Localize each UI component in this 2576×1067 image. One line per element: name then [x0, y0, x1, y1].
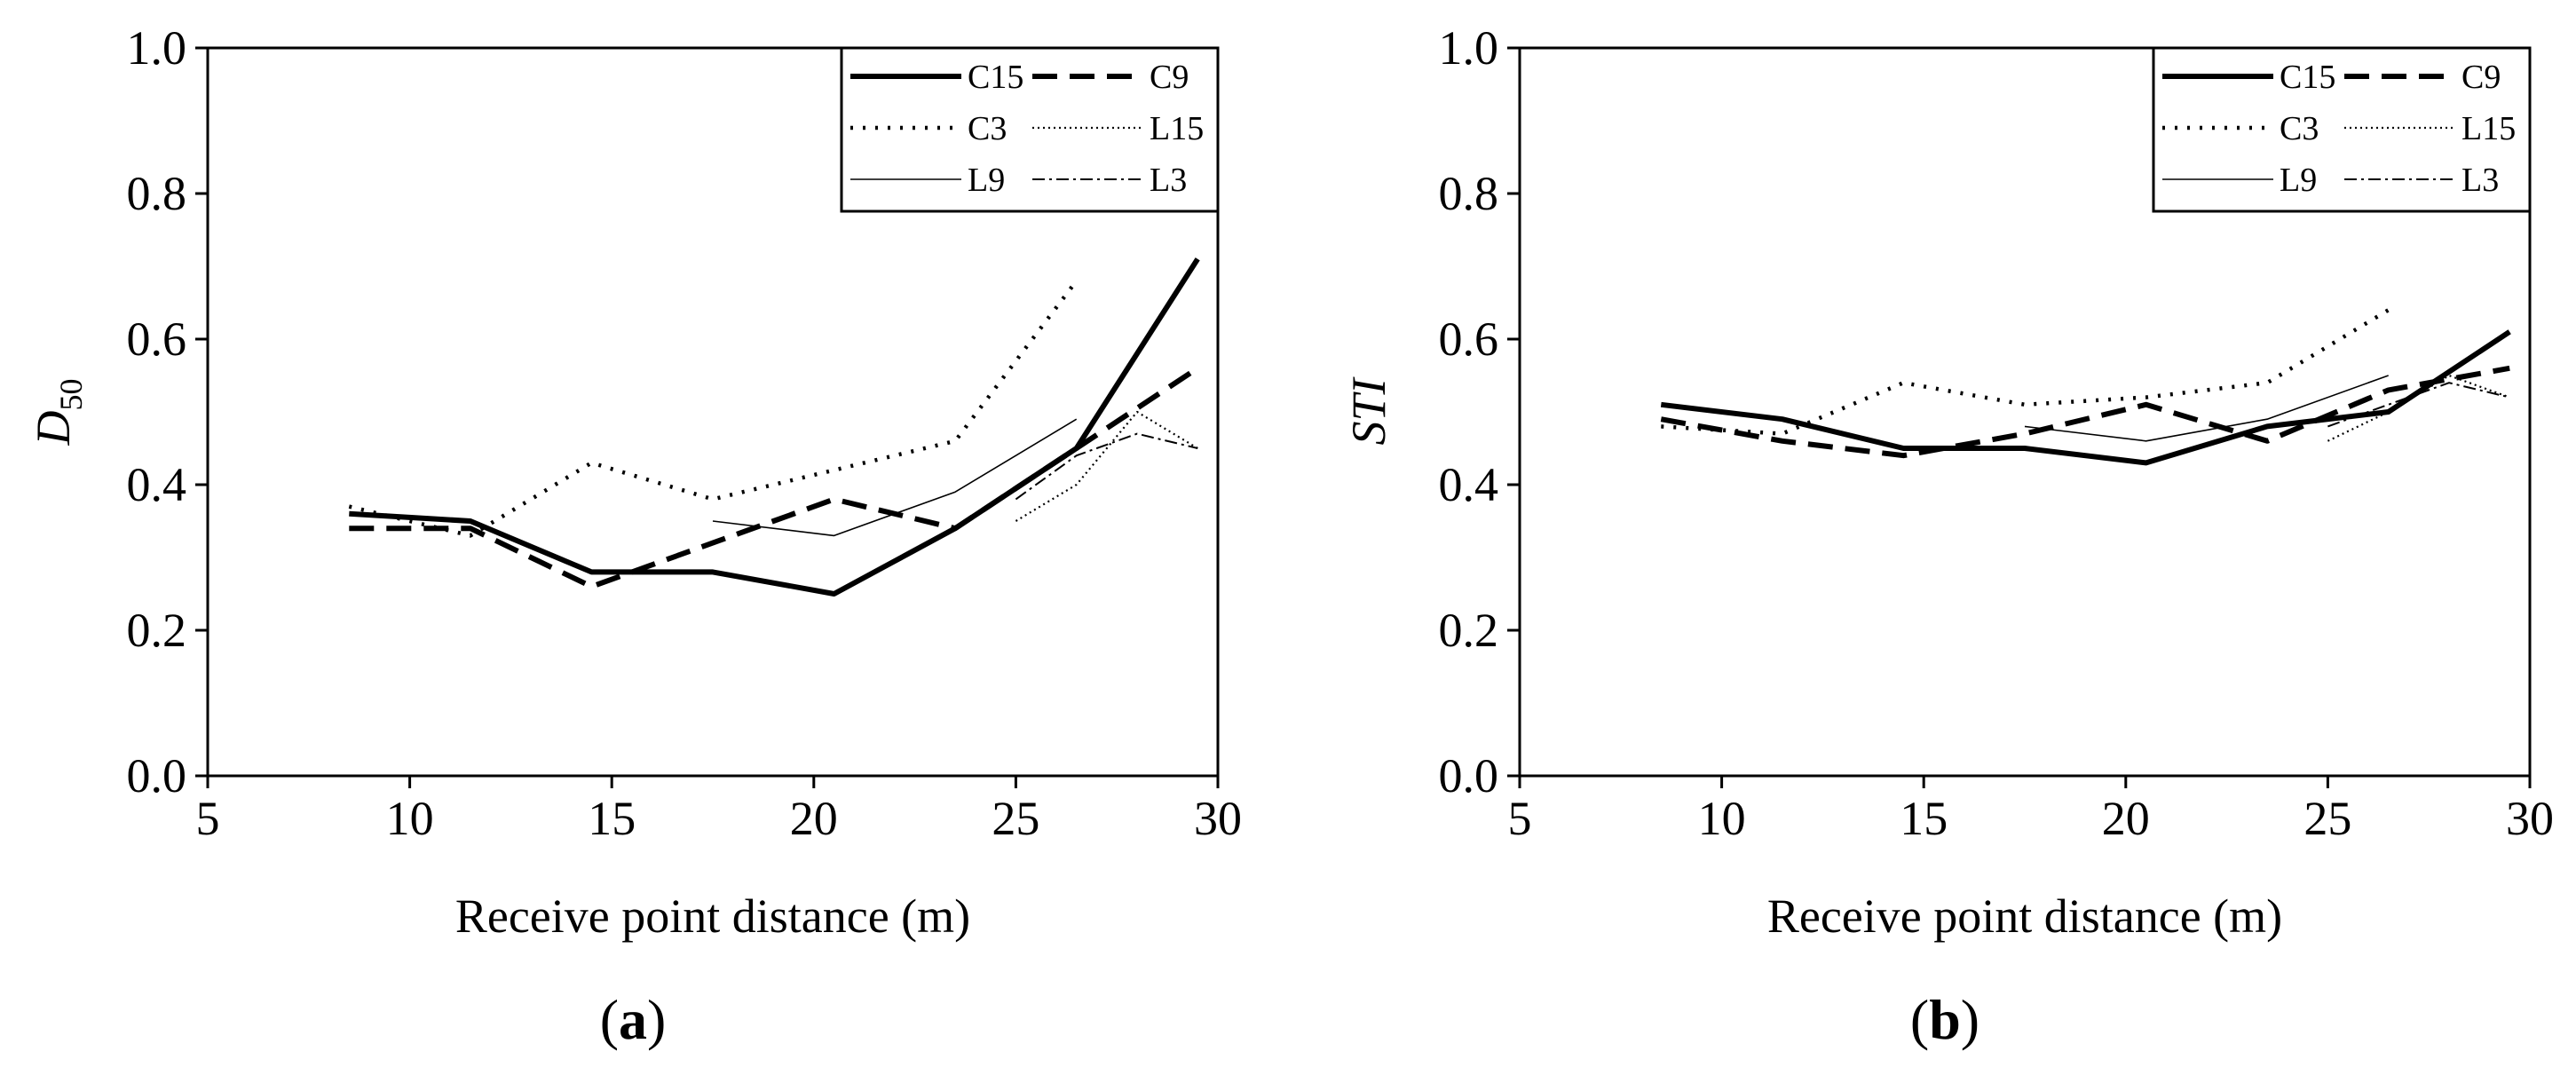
legend-label-l9: L9 — [968, 162, 1005, 199]
series-line-c3 — [348, 280, 1079, 538]
y-tick-label: 1.0 — [127, 21, 187, 75]
series-line-c15 — [349, 257, 1200, 597]
panel-label-b-letter: b — [1929, 988, 1961, 1051]
legend-label-c9: C9 — [2461, 59, 2501, 96]
legend-label-l3: L3 — [2461, 162, 2499, 199]
y-tick-label: 0.4 — [1439, 458, 1499, 511]
series-line-l3 — [2327, 382, 2510, 428]
x-axis-title-b: Receive point distance (m) — [1767, 889, 2282, 943]
y-tick-label: 0.6 — [127, 312, 187, 366]
y-axis-title-a: D50 — [27, 379, 89, 447]
y-axis-title-a-sub: 50 — [53, 379, 89, 411]
x-axis-title-a: Receive point distance (m) — [455, 889, 970, 943]
y-tick-label: 0.2 — [127, 604, 187, 657]
y-tick-label: 0.2 — [1439, 604, 1499, 657]
chart-panel-b: 5 10 15 20 25 30 0.0 0.2 0.4 0.6 0.8 1.0 C15 C9 C3 L15… — [1342, 21, 2554, 1051]
x-tick-label: 15 — [588, 792, 636, 845]
panel-label-a-open: ( — [600, 988, 619, 1051]
x-tick-label: 30 — [2506, 792, 2554, 845]
x-tick-label: 5 — [1508, 792, 1532, 845]
series-line-l15 — [2327, 374, 2510, 442]
legend-label-l15: L15 — [2461, 110, 2516, 147]
y-tick-label: 0.8 — [127, 167, 187, 220]
x-tick-label: 10 — [1698, 792, 1746, 845]
y-tick-label: 0.6 — [1439, 312, 1499, 366]
y-axis-title-a-base: D — [27, 411, 80, 447]
legend-label-c3: C3 — [968, 110, 1007, 147]
legend-b: C15 C9 C3 L15 L9 L3 — [2152, 46, 2532, 213]
panel-label-a-close: ) — [647, 988, 666, 1051]
series-line-l9 — [712, 418, 1078, 537]
series-line-c15 — [1660, 329, 2511, 466]
legend-label-c15: C15 — [2280, 59, 2335, 96]
x-tick-label: 25 — [2303, 792, 2351, 845]
y-tick-label: 0.0 — [127, 749, 187, 802]
axis-ticks-a: 5 10 15 20 25 30 0.0 0.2 0.4 0.6 0.8 1.0 — [127, 21, 1243, 845]
series-line-c9 — [349, 366, 1199, 589]
x-tick-label: 5 — [196, 792, 220, 845]
legend-label-l3: L3 — [1150, 162, 1187, 199]
y-tick-label: 0.0 — [1439, 749, 1499, 802]
series-group-b — [1660, 308, 2511, 466]
x-tick-label: 30 — [1194, 792, 1242, 845]
panel-label-b-close: ) — [1961, 988, 1979, 1051]
panel-label-a: (a) — [600, 988, 667, 1051]
plot-frame-a — [206, 46, 1220, 778]
panel-label-b-open: ( — [1910, 988, 1929, 1051]
x-tick-label: 25 — [992, 792, 1039, 845]
legend-label-l15: L15 — [1150, 110, 1204, 147]
legend-label-c9: C9 — [1150, 59, 1189, 96]
panel-label-b: (b) — [1910, 988, 1979, 1051]
legend-a: C15 C9 C3 L15 L9 L3 — [840, 46, 1220, 213]
y-axis-title-b: STI — [1342, 375, 1395, 445]
legend-label-l9: L9 — [2280, 162, 2317, 199]
y-tick-label: 0.4 — [127, 458, 187, 511]
x-tick-label: 10 — [386, 792, 434, 845]
series-line-c9 — [1660, 365, 2510, 459]
series-line-l9 — [2024, 375, 2389, 442]
panel-label-a-letter: a — [619, 988, 647, 1051]
x-tick-label: 20 — [2102, 792, 2150, 845]
legend-label-c15: C15 — [968, 59, 1023, 96]
y-tick-label: 1.0 — [1439, 21, 1499, 75]
legend-label-c3: C3 — [2280, 110, 2319, 147]
series-line-l3 — [1015, 432, 1198, 501]
y-tick-label: 0.8 — [1439, 167, 1499, 220]
plot-frame-b — [1518, 46, 2532, 778]
series-line-l15 — [1015, 410, 1198, 522]
x-tick-label: 20 — [790, 792, 838, 845]
x-tick-label: 15 — [1900, 792, 1948, 845]
series-group-a — [348, 257, 1200, 597]
chart-panel-a: 5 10 15 20 25 30 0.0 0.2 0.4 0.6 0.8 1.0 C15 C9 C3 L15… — [27, 21, 1242, 1051]
axis-ticks-b: 5 10 15 20 25 30 0.0 0.2 0.4 0.6 0.8 1.0 — [1439, 21, 2555, 845]
